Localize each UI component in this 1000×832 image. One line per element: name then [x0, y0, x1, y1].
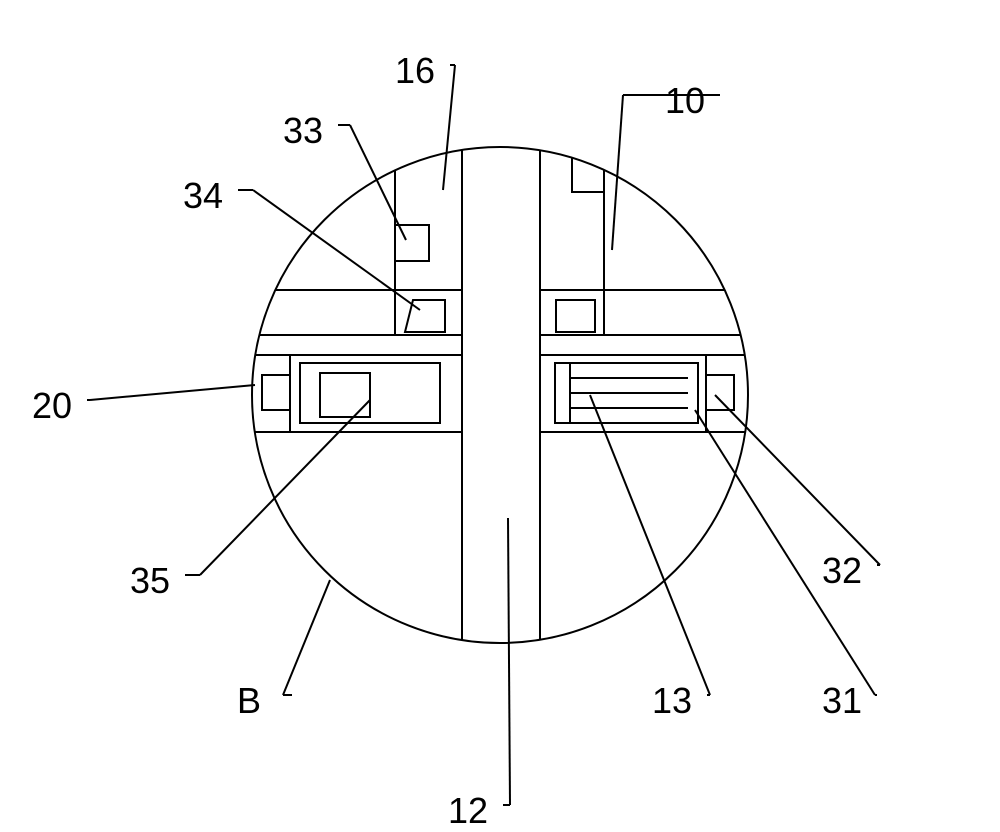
callout-label-16: 16: [395, 50, 435, 92]
callout-label-35: 35: [130, 560, 170, 602]
callout-label-34: 34: [183, 175, 223, 217]
callout-label-32: 32: [822, 550, 862, 592]
callout-label-12: 12: [448, 790, 488, 832]
callout-label-20: 20: [32, 385, 72, 427]
callout-label-13: 13: [652, 680, 692, 722]
callout-label-33: 33: [283, 110, 323, 152]
callout-label-31: 31: [822, 680, 862, 722]
callout-label-10: 10: [665, 80, 705, 122]
callout-label-B: B: [237, 680, 261, 722]
